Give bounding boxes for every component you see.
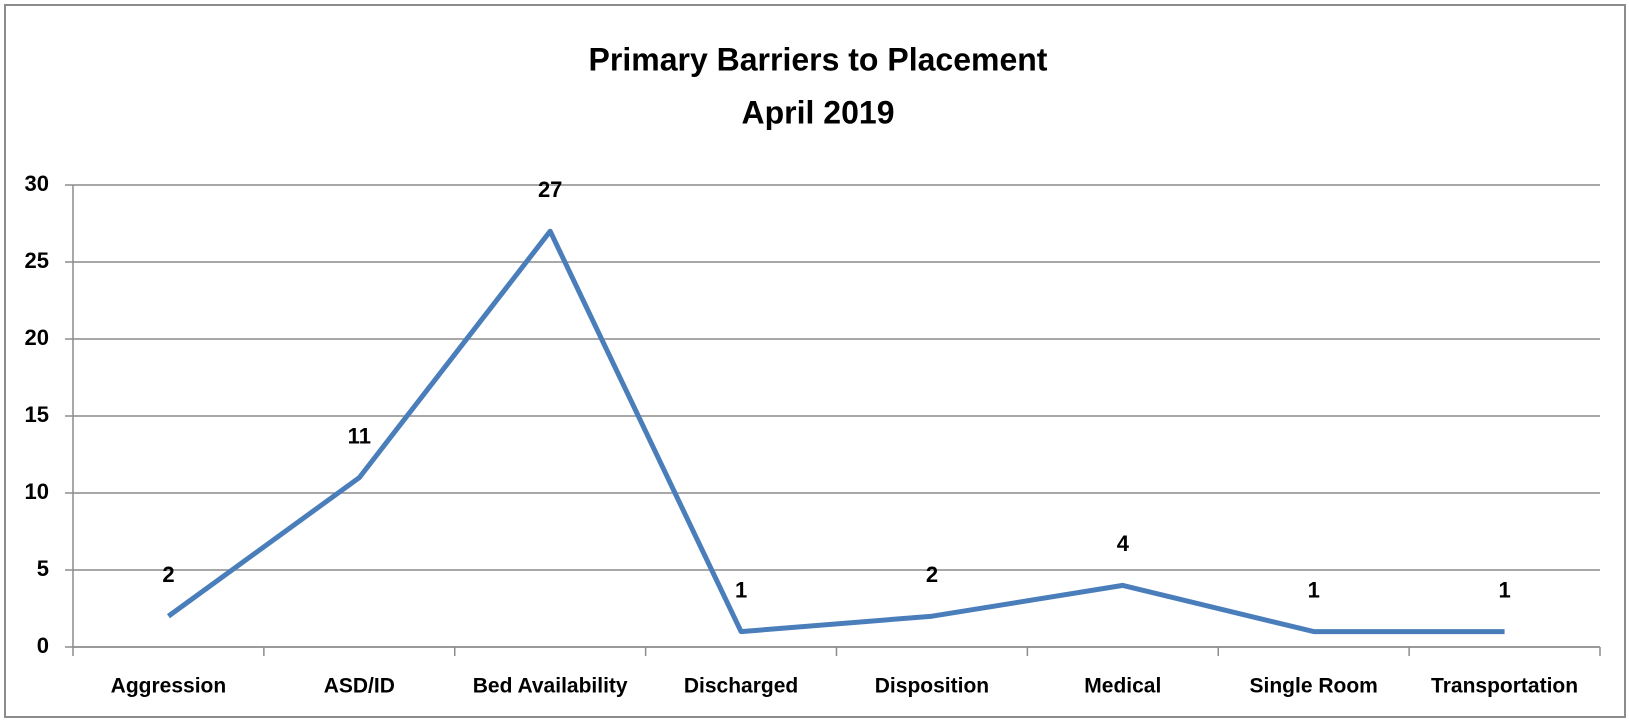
data-label: 2 <box>926 562 938 587</box>
chart-title: Primary Barriers to Placement <box>589 41 1048 77</box>
data-label: 1 <box>1308 577 1320 602</box>
y-tick-label: 15 <box>25 402 49 427</box>
x-tick-label: ASD/ID <box>324 675 395 698</box>
y-tick-label: 25 <box>25 248 49 273</box>
data-label: 1 <box>1498 577 1510 602</box>
x-tick-label: Discharged <box>684 675 798 698</box>
data-label: 11 <box>348 423 371 448</box>
data-label: 2 <box>162 562 174 587</box>
data-label: 4 <box>1117 531 1130 556</box>
x-tick-label: Disposition <box>875 675 989 698</box>
y-tick-label: 0 <box>37 633 49 658</box>
x-tick-label: Transportation <box>1431 675 1578 698</box>
chart-subtitle: April 2019 <box>742 94 895 130</box>
x-tick-label: Aggression <box>111 675 227 698</box>
y-tick-label: 20 <box>25 325 49 350</box>
y-tick-label: 30 <box>25 171 49 196</box>
x-tick-label: Medical <box>1084 675 1161 698</box>
y-tick-label: 10 <box>25 479 49 504</box>
x-tick-label: Bed Availability <box>473 675 628 698</box>
data-label: 27 <box>538 177 562 202</box>
y-tick-label: 5 <box>37 556 49 581</box>
x-tick-label: Single Room <box>1250 675 1378 698</box>
data-label: 1 <box>735 577 747 602</box>
line <box>166 228 1505 635</box>
chart-border <box>4 4 1626 718</box>
